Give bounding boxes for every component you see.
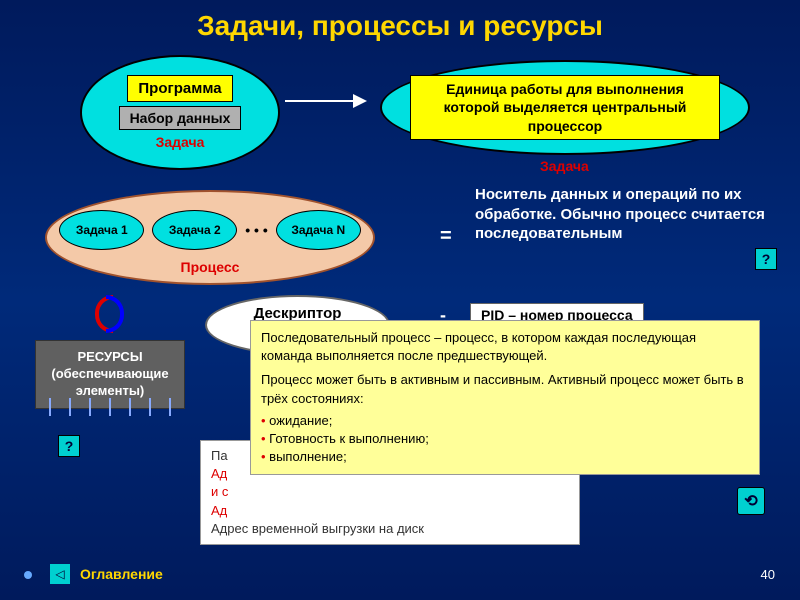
definition-ellipse: Единица работы для выполнения которой вы… <box>380 60 750 155</box>
dots: • • • <box>245 222 267 238</box>
tooltip-list: ожидание; Готовность к выполнению; выпол… <box>261 412 749 467</box>
arrow-icon <box>285 100 365 102</box>
definition-box: Единица работы для выполнения которой вы… <box>410 75 720 140</box>
dataset-box: Набор данных <box>119 106 242 130</box>
page-title: Задачи, процессы и ресурсы <box>0 0 800 52</box>
task-ellipse: Программа Набор данных Задача <box>80 55 280 170</box>
task-row: Задача 1 Задача 2 • • • Задача N <box>59 210 360 250</box>
definition-label: Задача <box>540 158 589 174</box>
task-1: Задача 1 <box>59 210 144 250</box>
tooltip-p1: Последовательный процесс – процесс, в ко… <box>261 329 749 365</box>
process-label: Процесс <box>181 259 240 275</box>
process-description: Носитель данных и операций по их обработ… <box>475 185 775 244</box>
task-2: Задача 2 <box>152 210 237 250</box>
equals-sign: = <box>440 225 452 248</box>
tooltip-box: Последовательный процесс – процесс, в ко… <box>250 320 760 475</box>
toc-link[interactable]: Оглавление <box>80 566 163 582</box>
rays-icon <box>40 398 180 423</box>
magnet-icon <box>95 295 130 330</box>
uturn-icon[interactable]: ⟲ <box>737 487 765 515</box>
help-icon-1[interactable]: ? <box>755 248 777 270</box>
bullet-icon <box>24 571 32 579</box>
help-icon-2[interactable]: ? <box>58 435 80 457</box>
page-number: 40 <box>761 567 775 582</box>
toc-back-icon[interactable]: ◁ <box>50 564 70 584</box>
tooltip-p2: Процесс может быть в активным и пассивны… <box>261 371 749 407</box>
program-box: Программа <box>127 75 232 102</box>
task-label: Задача <box>156 134 205 150</box>
process-ellipse: Задача 1 Задача 2 • • • Задача N Процесс <box>45 190 375 285</box>
task-n: Задача N <box>276 210 361 250</box>
